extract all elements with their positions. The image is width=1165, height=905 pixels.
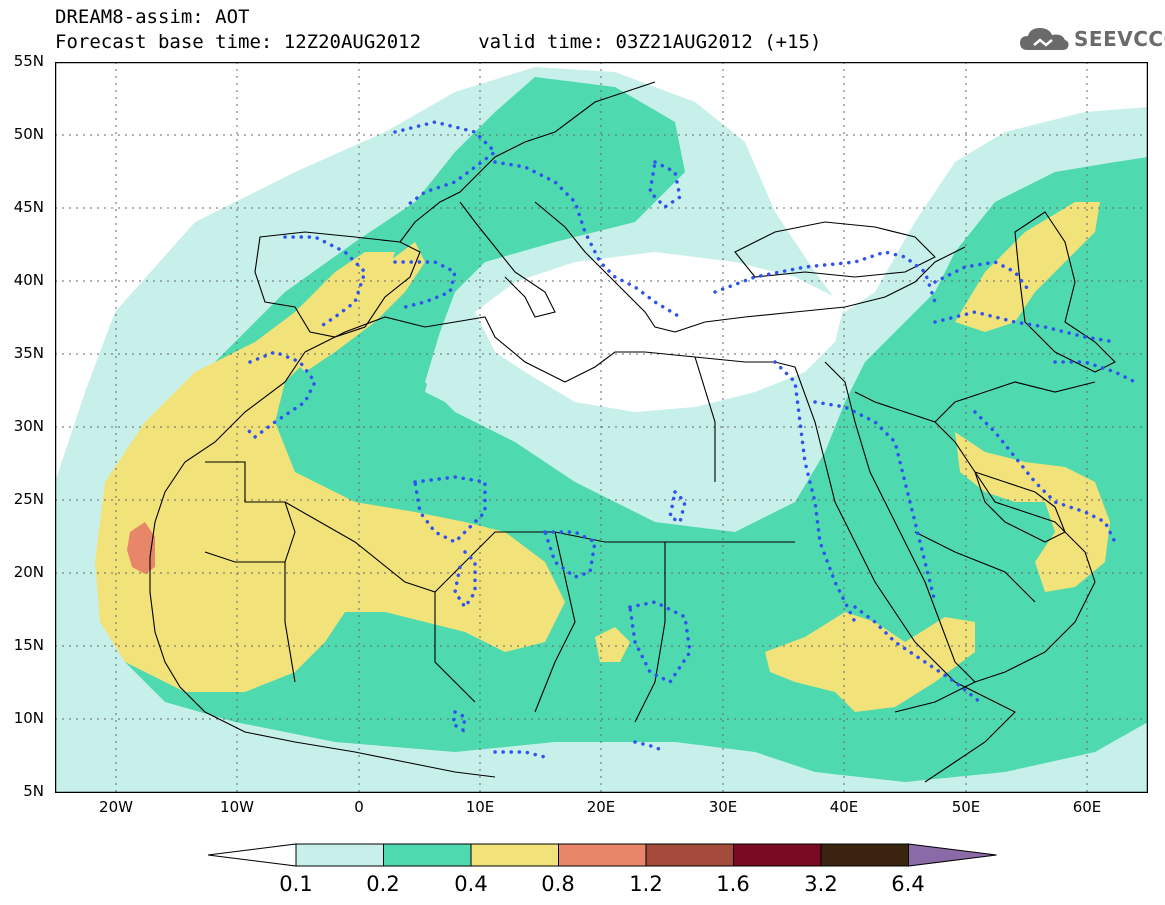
colorbar-segment [296, 844, 384, 866]
colorbar-label-1.2: 1.2 [616, 872, 676, 896]
lat-label-5n: 5N [0, 782, 44, 800]
lon-label-30e: 30E [693, 798, 753, 816]
seevccc-logo: SEEVCCC [1018, 22, 1165, 56]
colorbar-label-6.4: 6.4 [878, 872, 938, 896]
lon-label-10w: 10W [207, 798, 267, 816]
lat-label-20n: 20N [0, 563, 44, 581]
colorbar-label-0.4: 0.4 [441, 872, 501, 896]
lon-label-20w: 20W [86, 798, 146, 816]
lon-label-50e: 50E [936, 798, 996, 816]
lon-label-10e: 10E [450, 798, 510, 816]
logo-text: SEEVCCC [1074, 27, 1165, 51]
map-area [55, 62, 1148, 793]
colorbar-segment [646, 844, 734, 866]
colorbar-over-triangle [909, 844, 997, 866]
lat-label-55n: 55N [0, 52, 44, 70]
colorbar-label-0.1: 0.1 [266, 872, 326, 896]
colorbar-segment [559, 844, 647, 866]
lon-label-40e: 40E [814, 798, 874, 816]
colorbar-segment [734, 844, 822, 866]
lon-label-20e: 20E [571, 798, 631, 816]
colorbar-segment [384, 844, 472, 866]
colorbar-segment [471, 844, 559, 866]
lon-label-60e: 60E [1057, 798, 1117, 816]
lat-label-15n: 15N [0, 636, 44, 654]
map-title: DREAM8-assim: AOT [55, 6, 249, 28]
colorbar-label-0.2: 0.2 [353, 872, 413, 896]
colorbar-segment [821, 844, 909, 866]
colorbar-label-1.6: 1.6 [703, 872, 763, 896]
colorbar-under-triangle [208, 844, 296, 866]
lat-label-25n: 25N [0, 490, 44, 508]
forecast-time-subtitle: Forecast base time: 12Z20AUG2012 valid t… [55, 31, 821, 53]
lat-label-50n: 50N [0, 125, 44, 143]
colorbar-label-0.8: 0.8 [528, 872, 588, 896]
lon-label-0: 0 [329, 798, 389, 816]
lat-label-30n: 30N [0, 417, 44, 435]
cloud-icon [1018, 24, 1070, 54]
lat-label-45n: 45N [0, 198, 44, 216]
lat-label-35n: 35N [0, 344, 44, 362]
colorbar-label-3.2: 3.2 [791, 872, 851, 896]
lat-label-40n: 40N [0, 271, 44, 289]
lat-label-10n: 10N [0, 709, 44, 727]
